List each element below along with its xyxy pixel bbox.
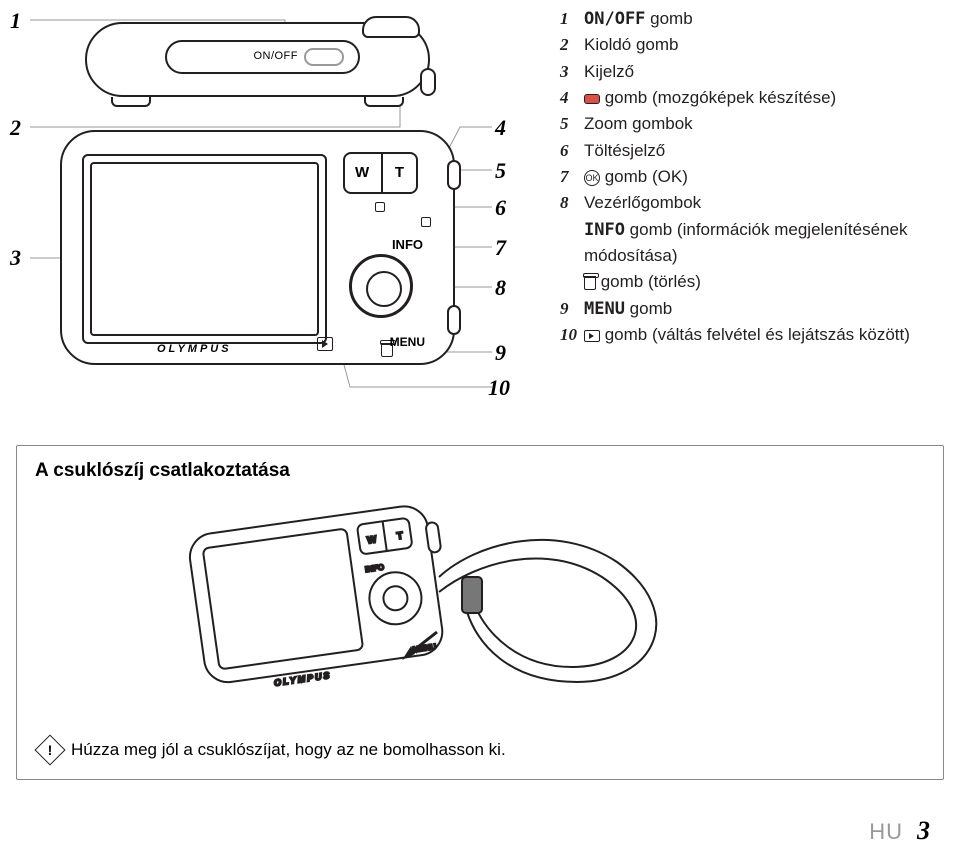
page-footer: HU 3: [869, 816, 930, 846]
rec-button-icon: [375, 202, 385, 212]
legend-text: Vezérlőgombok: [584, 190, 701, 216]
legend-subtext: gomb (törlés): [560, 269, 950, 295]
legend-row: 2 Kioldó gomb: [560, 32, 950, 58]
legend-list: 1 ON/OFF gomb 2 Kioldó gomb 3 Kijelző 4 …: [560, 6, 950, 348]
warning-icon: [34, 734, 65, 765]
page: 1 2 3 4 5 6 7 8 9 10: [0, 0, 960, 860]
strap-lug-icon: [447, 160, 461, 190]
zoom-w-label: W: [355, 164, 369, 181]
legend-row: 1 ON/OFF gomb: [560, 6, 950, 32]
legend-num: 3: [560, 59, 584, 85]
callout-7: 7: [495, 235, 506, 261]
legend-num: 7: [560, 164, 584, 190]
legend-text: gomb (mozgóképek készítése): [600, 88, 836, 107]
menu-icon: MENU: [584, 299, 625, 319]
camera-back-body: W T INFO MENU OLYMPUS: [60, 130, 455, 365]
legend-num: 6: [560, 138, 584, 164]
strap-box: A csuklószíj csatlakoztatása OLYMPUS W T…: [16, 445, 944, 780]
onoff-button-icon: [304, 48, 344, 66]
legend-num: 1: [560, 6, 584, 32]
legend-text: Töltésjelző: [584, 138, 665, 164]
legend-row: 10 gomb (váltás felvétel és lejátszás kö…: [560, 322, 950, 348]
legend-text: gomb: [645, 9, 692, 28]
callout-9: 9: [495, 340, 506, 366]
strap-lug-icon: [447, 305, 461, 335]
legend-num: 9: [560, 296, 584, 322]
onoff-icon: ON/OFF: [584, 9, 645, 29]
callout-6: 6: [495, 195, 506, 221]
info-label: INFO: [392, 237, 423, 252]
record-icon: [584, 94, 600, 104]
legend-num: 4: [560, 85, 584, 111]
onoff-label: ON/OFF: [253, 50, 298, 62]
legend-subtext: INFO gomb (információk megjelenítésének …: [560, 217, 950, 270]
legend-text: gomb (OK): [600, 167, 688, 186]
legend-text: gomb (váltás felvétel és lejátszás közöt…: [600, 325, 910, 344]
charge-led-icon: [421, 217, 431, 227]
legend-num: 5: [560, 111, 584, 137]
box-title: A csuklószíj csatlakoztatása: [35, 460, 925, 482]
camera-foot: [364, 97, 404, 107]
legend-row: 5 Zoom gombok: [560, 111, 950, 137]
legend-text: Kioldó gomb: [584, 32, 679, 58]
legend-row: 7 OK gomb (OK): [560, 164, 950, 190]
legend-text: Kijelző: [584, 59, 634, 85]
trash-icon: [584, 276, 596, 290]
zoom-rocker-icon: W T: [343, 152, 418, 194]
legend-row: 9 MENU gomb: [560, 296, 950, 322]
legend-num: 10: [560, 322, 584, 348]
legend-row: 3 Kijelző: [560, 59, 950, 85]
ok-icon: OK: [584, 170, 600, 186]
callout-4: 4: [495, 115, 506, 141]
footer-page-number: 3: [917, 816, 930, 846]
legend-text: gomb (törlés): [596, 272, 701, 291]
legend-row: 8 Vezérlőgombok: [560, 190, 950, 216]
footer-lang: HU: [869, 819, 903, 845]
camera-back-view: W T INFO MENU OLYMPUS: [60, 130, 455, 365]
camera-foot: [111, 97, 151, 107]
zoom-t-label: T: [395, 164, 404, 181]
legend-num: 2: [560, 32, 584, 58]
camera-top-view: ON/OFF: [85, 18, 430, 103]
callout-5: 5: [495, 158, 506, 184]
shutter-button-icon: [362, 16, 420, 38]
callout-8: 8: [495, 275, 506, 301]
display-screen-icon: [82, 154, 327, 344]
ok-dial-icon: [349, 254, 413, 318]
callout-10: 10: [488, 375, 510, 401]
legend-row: 6 Töltésjelző: [560, 138, 950, 164]
warning-row: Húzza meg jól a csuklószíjat, hogy az ne…: [39, 739, 506, 761]
onoff-panel: ON/OFF: [165, 40, 360, 74]
callout-1: 1: [10, 8, 21, 34]
brand-label: OLYMPUS: [157, 343, 232, 355]
playback-icon: [584, 330, 600, 342]
legend-row: 4 gomb (mozgóképek készítése): [560, 85, 950, 111]
legend-num: 8: [560, 190, 584, 216]
menu-label: MENU: [390, 335, 425, 349]
legend-text: Zoom gombok: [584, 111, 693, 137]
strap-figure: OLYMPUS W T INFO MENU: [177, 482, 697, 702]
callout-2: 2: [10, 115, 21, 141]
warning-text: Húzza meg jól a csuklószíjat, hogy az ne…: [71, 740, 506, 760]
play-button-icon: [317, 337, 333, 351]
strap-lug-icon: [420, 68, 436, 96]
callout-3: 3: [10, 245, 21, 271]
legend-text: gomb: [625, 299, 672, 318]
